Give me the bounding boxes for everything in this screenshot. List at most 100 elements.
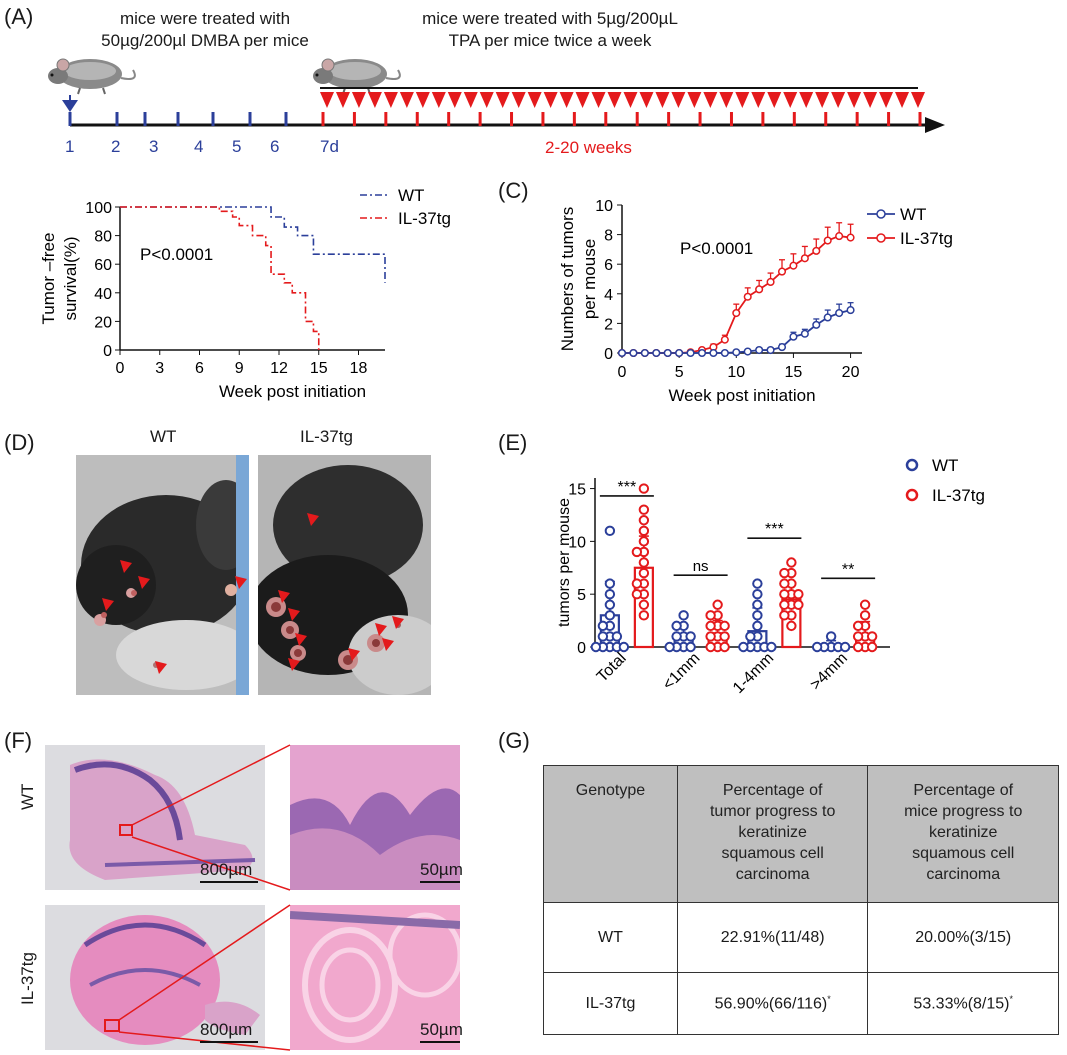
data-point — [752, 578, 763, 589]
tpa-arrow — [831, 92, 846, 108]
legend-marker — [876, 209, 886, 219]
histology-il37tg-low — [45, 905, 265, 1050]
data-point — [752, 599, 763, 610]
legend-marker — [876, 233, 886, 243]
data-point — [720, 348, 729, 358]
data-point — [732, 308, 741, 318]
zoom-lines — [118, 744, 291, 1051]
data-point — [604, 578, 616, 589]
tpa-arrow — [703, 92, 718, 108]
x-tick-label: 12 — [270, 360, 288, 377]
table-cell: WT — [543, 902, 678, 973]
tpa-arrow — [911, 92, 925, 108]
data-point — [766, 277, 775, 287]
tpa-arrow — [351, 92, 366, 108]
data-point — [866, 641, 878, 653]
day-tick-label: 1 — [65, 137, 75, 156]
data-point — [597, 631, 609, 642]
day-tick-label: 5 — [232, 137, 242, 156]
data-point — [812, 320, 821, 329]
y-tick-label: 4 — [604, 287, 613, 304]
tpa-arrow — [495, 92, 510, 108]
mouse-icon — [48, 58, 136, 95]
data-point — [638, 515, 650, 526]
data-point — [638, 504, 650, 515]
data-point — [719, 641, 730, 653]
data-point — [786, 620, 797, 632]
data-point — [629, 348, 638, 358]
x-axis-label: Week post initiation — [219, 382, 366, 401]
data-point — [663, 348, 672, 358]
data-point — [793, 588, 804, 600]
x-tick-label: Total — [594, 650, 630, 686]
y-tick-label: 5 — [577, 587, 586, 604]
tpa-arrow — [415, 92, 430, 108]
data-point — [777, 267, 787, 276]
table-cell-value: 53.33%(8/15) — [913, 995, 1010, 1013]
tpa-treatment-note: mice were treated with 5µg/200µL TPA per… — [380, 8, 720, 52]
data-point — [835, 232, 844, 241]
scale-line — [200, 881, 258, 883]
tumor-arrow — [102, 598, 114, 611]
tumor-arrow — [307, 513, 319, 526]
tumor-arrow — [392, 616, 404, 629]
tpa-arrow — [320, 92, 334, 108]
legend-label: IL-37tg — [398, 209, 451, 228]
scale-bar-il37tg-high: 50µm — [420, 1020, 463, 1043]
table-cell: IL-37tg — [543, 972, 678, 1035]
y-tick-label: 15 — [568, 482, 586, 499]
data-point — [631, 578, 643, 589]
y-tick-label: 0 — [577, 640, 586, 657]
tumor-arrow — [235, 576, 247, 589]
data-point — [675, 348, 684, 358]
tumor-arrow — [120, 560, 132, 573]
tpa-arrow — [607, 92, 622, 108]
tumor-arrow — [348, 648, 360, 661]
tpa-arrow — [623, 92, 638, 108]
tpa-arrow — [767, 92, 782, 108]
tpa-arrow — [879, 92, 894, 108]
data-point — [604, 599, 616, 610]
day-tick-label: 2 — [111, 137, 121, 156]
data-point — [766, 641, 777, 653]
data-point — [789, 332, 798, 341]
tumor-arrow — [288, 608, 300, 621]
data-point — [652, 348, 661, 358]
tumor-arrow — [288, 658, 300, 671]
data-point — [823, 313, 832, 322]
tpa-arrow — [543, 92, 558, 108]
tpa-arrow — [751, 92, 766, 108]
tpa-arrow — [655, 92, 670, 108]
scale-label-wt-high: 50µm — [420, 860, 463, 879]
y-axis-label: tumors per mouse — [556, 498, 573, 627]
tpa-note-line-2: TPA per mice twice a week — [448, 31, 652, 50]
scale-bar-wt-high: 50µm — [420, 860, 463, 883]
data-point — [779, 599, 790, 610]
photo-title-il37tg: IL-37tg — [300, 427, 353, 446]
x-tick-label: >4mm — [807, 650, 851, 694]
y-tick-label: 100 — [85, 200, 112, 217]
table-cell: 22.91%(11/48) — [676, 902, 869, 973]
data-point — [631, 546, 643, 558]
tpa-arrow — [783, 92, 798, 108]
p-value-annotation: P<0.0001 — [680, 239, 753, 258]
data-point — [590, 641, 602, 653]
tumor-arrow — [138, 576, 150, 589]
data-point — [743, 292, 752, 301]
data-point — [779, 567, 790, 579]
y-axis-label-line: Numbers of tumors — [558, 207, 577, 352]
day-tick-label: 6 — [270, 137, 280, 156]
data-point — [732, 348, 741, 357]
scale-bar-wt-low: 800µm — [200, 860, 258, 883]
x-tick-label: 9 — [235, 360, 244, 377]
data-point — [604, 525, 616, 537]
x-tick-label: 0 — [116, 360, 125, 377]
y-tick-label: 40 — [94, 286, 112, 303]
data-point — [719, 631, 730, 642]
significance-mark: * — [1009, 993, 1013, 1004]
data-point — [846, 233, 855, 242]
tpa-arrow — [863, 92, 878, 108]
data-point — [686, 348, 695, 358]
data-point — [779, 588, 790, 600]
tpa-arrow — [527, 92, 542, 108]
